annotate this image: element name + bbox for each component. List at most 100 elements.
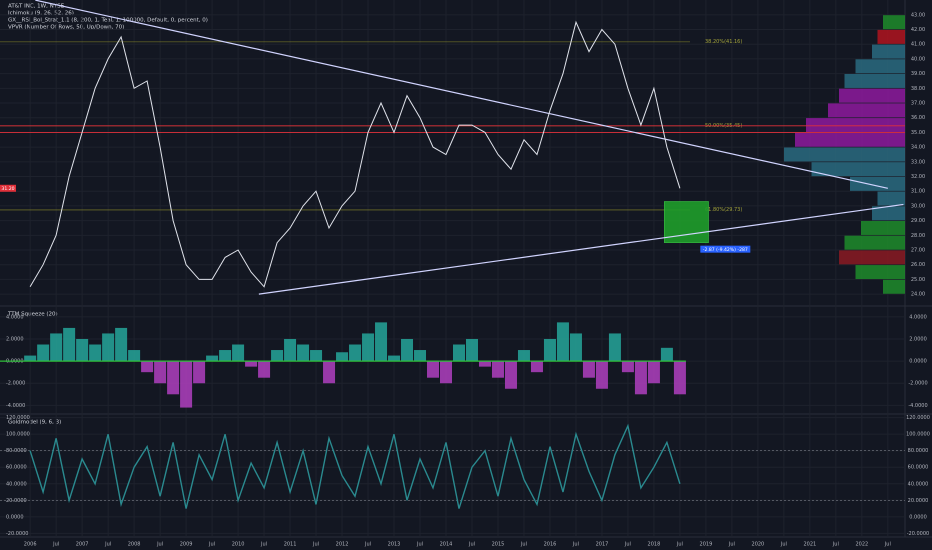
volume-profile-bar [784,147,905,162]
x-tick-label: 2022 [855,542,868,548]
squeeze-bar [206,355,219,362]
y-tick-label: 34.00 [911,145,925,151]
squeeze-bar [427,361,440,378]
squeeze-bar [89,344,102,362]
y-tick-label: 4.0000 [909,314,927,320]
squeeze-bar [297,344,310,362]
trendline [258,203,904,295]
y-tick-label: 27.00 [911,248,925,254]
y-tick-label: 120.0000 [6,415,30,421]
y-tick-label: 25.00 [911,277,925,283]
y-tick-label: 2.0000 [909,336,927,342]
squeeze-bar [323,361,336,384]
fib-label: 61.80%(29.73) [705,207,742,213]
squeeze-bar [673,361,686,395]
y-tick-label: -20.0000 [907,531,929,537]
squeeze-bar [245,361,258,367]
x-tick-label: 2017 [596,542,609,548]
y-tick-label: -4.0000 [6,403,25,409]
y-tick-label: 41.00 [911,42,925,48]
y-tick-label: 43.00 [911,12,925,18]
y-tick-label: 20.0000 [908,498,929,504]
volume-profile-bar [839,250,905,265]
y-tick-label: 0.0000 [909,359,927,365]
squeeze-bar [634,361,647,395]
y-tick-label: 80.0000 [908,448,929,454]
x-tick-label: Jul [208,542,215,548]
y-tick-label: 4.0000 [6,314,24,320]
trendline [35,0,888,189]
squeeze-bar [517,350,530,362]
y-tick-label: 100.0000 [906,432,930,438]
x-tick-label: 2007 [76,542,89,548]
x-tick-label: 2016 [544,542,557,548]
y-tick-label: 0.0000 [6,514,24,520]
y-tick-label: -2.0000 [6,381,25,387]
squeeze-bar [647,361,660,384]
x-tick-label: 2008 [128,542,141,548]
x-tick-label: Jul [468,542,475,548]
last-price-tag [0,184,16,192]
squeeze-bar [621,361,634,373]
squeeze-bar [465,338,478,362]
x-tick-label: 2015 [492,542,505,548]
squeeze-bar [167,361,180,395]
squeeze-bar [530,361,543,373]
squeeze-bar [414,350,427,362]
volume-profile-bar [828,103,905,118]
squeeze-bar [76,338,89,362]
squeeze-bar [50,333,63,362]
y-tick-label: 37.00 [911,101,925,107]
price-line [29,20,681,288]
x-tick-label: 2018 [648,542,661,548]
squeeze-bar [180,361,193,408]
fib-label: 38.20%(41.16) [705,39,742,45]
y-tick-label: 40.0000 [908,481,929,487]
x-tick-label: 2020 [752,542,765,548]
volume-profile-bar [795,132,905,147]
y-tick-label: -20.0000 [6,531,28,537]
volume-profile-bar [844,235,905,250]
y-tick-label: 20.0000 [6,498,27,504]
squeeze-bar [349,344,362,362]
squeeze-bar [102,333,115,362]
volume-profile-bar [855,59,905,74]
x-tick-label: Jul [416,542,423,548]
squeeze-bar [504,361,517,389]
squeeze-bar [336,352,349,362]
squeeze-bar [271,350,284,362]
squeeze-bar [440,361,453,384]
squeeze-bar [595,361,608,389]
squeeze-bar [608,333,621,362]
squeeze-bar [478,361,491,367]
projection-box [664,201,709,243]
y-tick-label: 38.00 [911,86,925,92]
squeeze-bar [375,322,388,362]
y-tick-label: 60.0000 [6,465,27,471]
y-tick-label: 60.0000 [908,465,929,471]
squeeze-bar [284,338,297,362]
x-tick-label: Jul [260,542,267,548]
squeeze-bar [491,361,504,378]
squeeze-bar [154,361,167,384]
squeeze-bar [128,350,141,362]
squeeze-bar [37,344,50,362]
y-tick-label: -2.0000 [908,381,927,387]
y-tick-label: 35.00 [911,130,925,136]
x-tick-label: 2009 [180,542,193,548]
x-tick-label: Jul [780,542,787,548]
x-tick-label: 2013 [388,542,401,548]
y-tick-label: 0.0000 [909,514,927,520]
squeeze-bar [310,350,323,362]
measure-label: -2.87 (-9.42%) -287 [703,247,748,253]
squeeze-bar [556,322,569,362]
y-tick-label: -4.0000 [908,403,927,409]
y-tick-label: 42.00 [911,27,925,33]
x-tick-label: 2006 [24,542,37,548]
squeeze-bar [582,361,595,378]
x-tick-label: Jul [312,542,319,548]
squeeze-bar [219,350,232,362]
goldmodel-line [29,423,681,509]
y-tick-label: 31.00 [911,189,925,195]
